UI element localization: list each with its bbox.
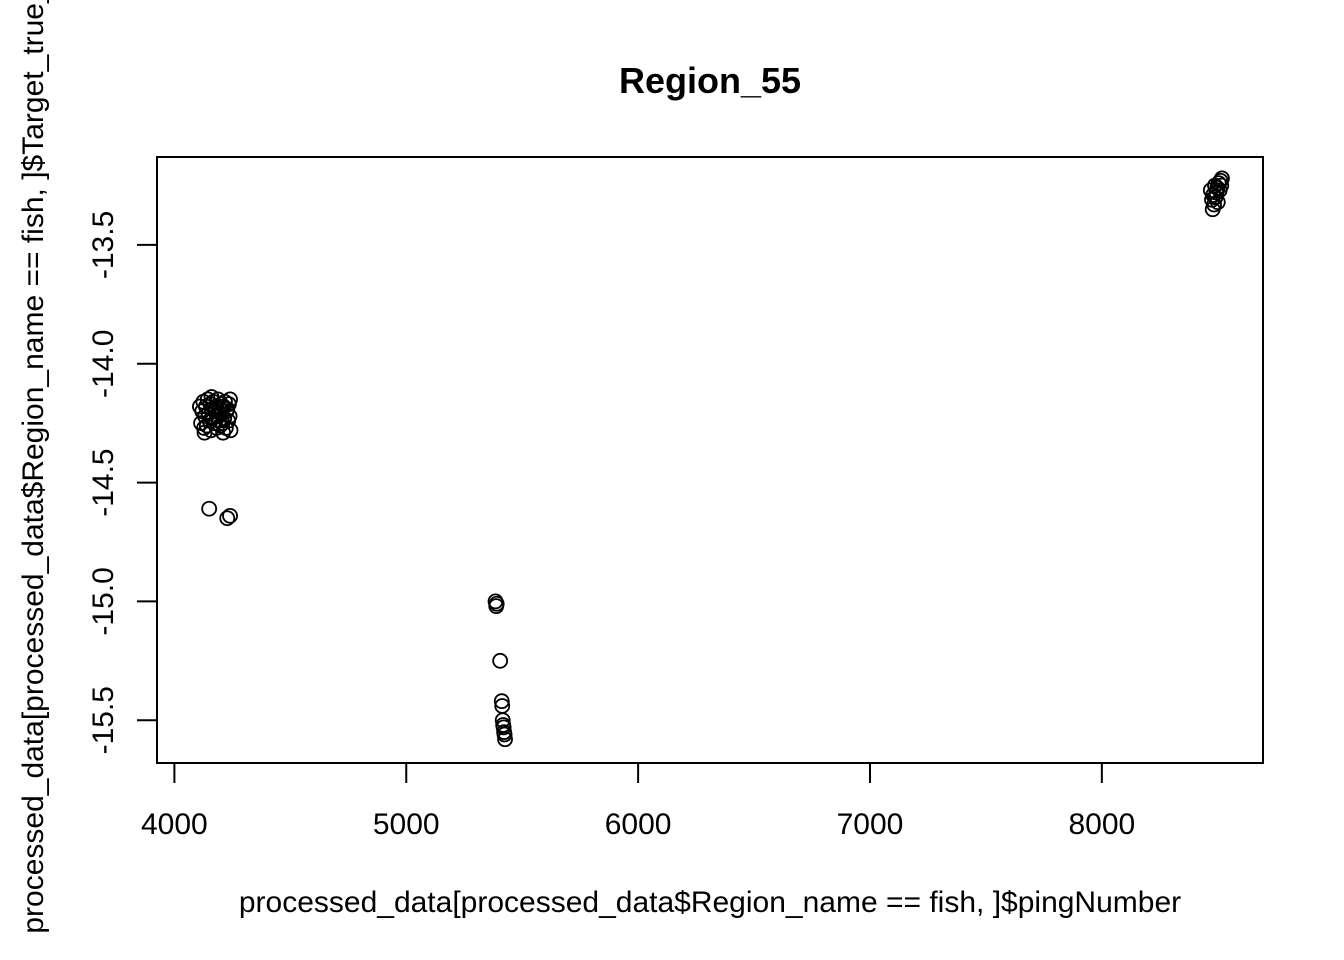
data-point [222,507,238,524]
data-point [222,422,239,439]
y-tick-label: -15.0 [87,567,120,635]
y-axis: -13.5 -14.0 -14.5 -15.0 -15.5 [87,211,158,754]
data-point [196,424,213,441]
x-tick-label: 4000 [141,808,208,841]
data-point [495,719,512,736]
data-point [1206,196,1222,213]
y-tick-label: -14.0 [87,330,120,398]
data-point [493,693,510,710]
y-tick-label: -15.5 [87,686,120,754]
data-point [1214,170,1230,187]
y-axis-label: processed_data[processed_data$Region_nam… [17,0,50,934]
data-point [215,424,231,441]
x-tick-label: 6000 [605,808,672,841]
y-tick-label: -14.5 [87,448,120,516]
data-point [488,595,505,612]
x-tick-label: 7000 [837,808,904,841]
points-layer [191,170,1230,748]
x-tick-label: 8000 [1068,808,1135,841]
x-axis-label: processed_data[processed_data$Region_nam… [239,886,1181,919]
data-point [203,389,220,405]
data-point [219,510,236,527]
plot-frame [156,156,1264,764]
data-point [497,731,513,748]
data-point [1209,194,1226,211]
data-point [492,652,509,669]
data-point [1210,175,1227,192]
y-tick-label: -13.5 [87,211,120,279]
chart-title: Region_55 [619,60,801,101]
data-point [222,391,238,408]
x-axis: 4000 5000 6000 7000 8000 [141,762,1135,841]
data-point [1213,177,1230,194]
x-tick-label: 5000 [373,808,440,841]
data-point [201,500,218,517]
data-point [496,726,513,743]
